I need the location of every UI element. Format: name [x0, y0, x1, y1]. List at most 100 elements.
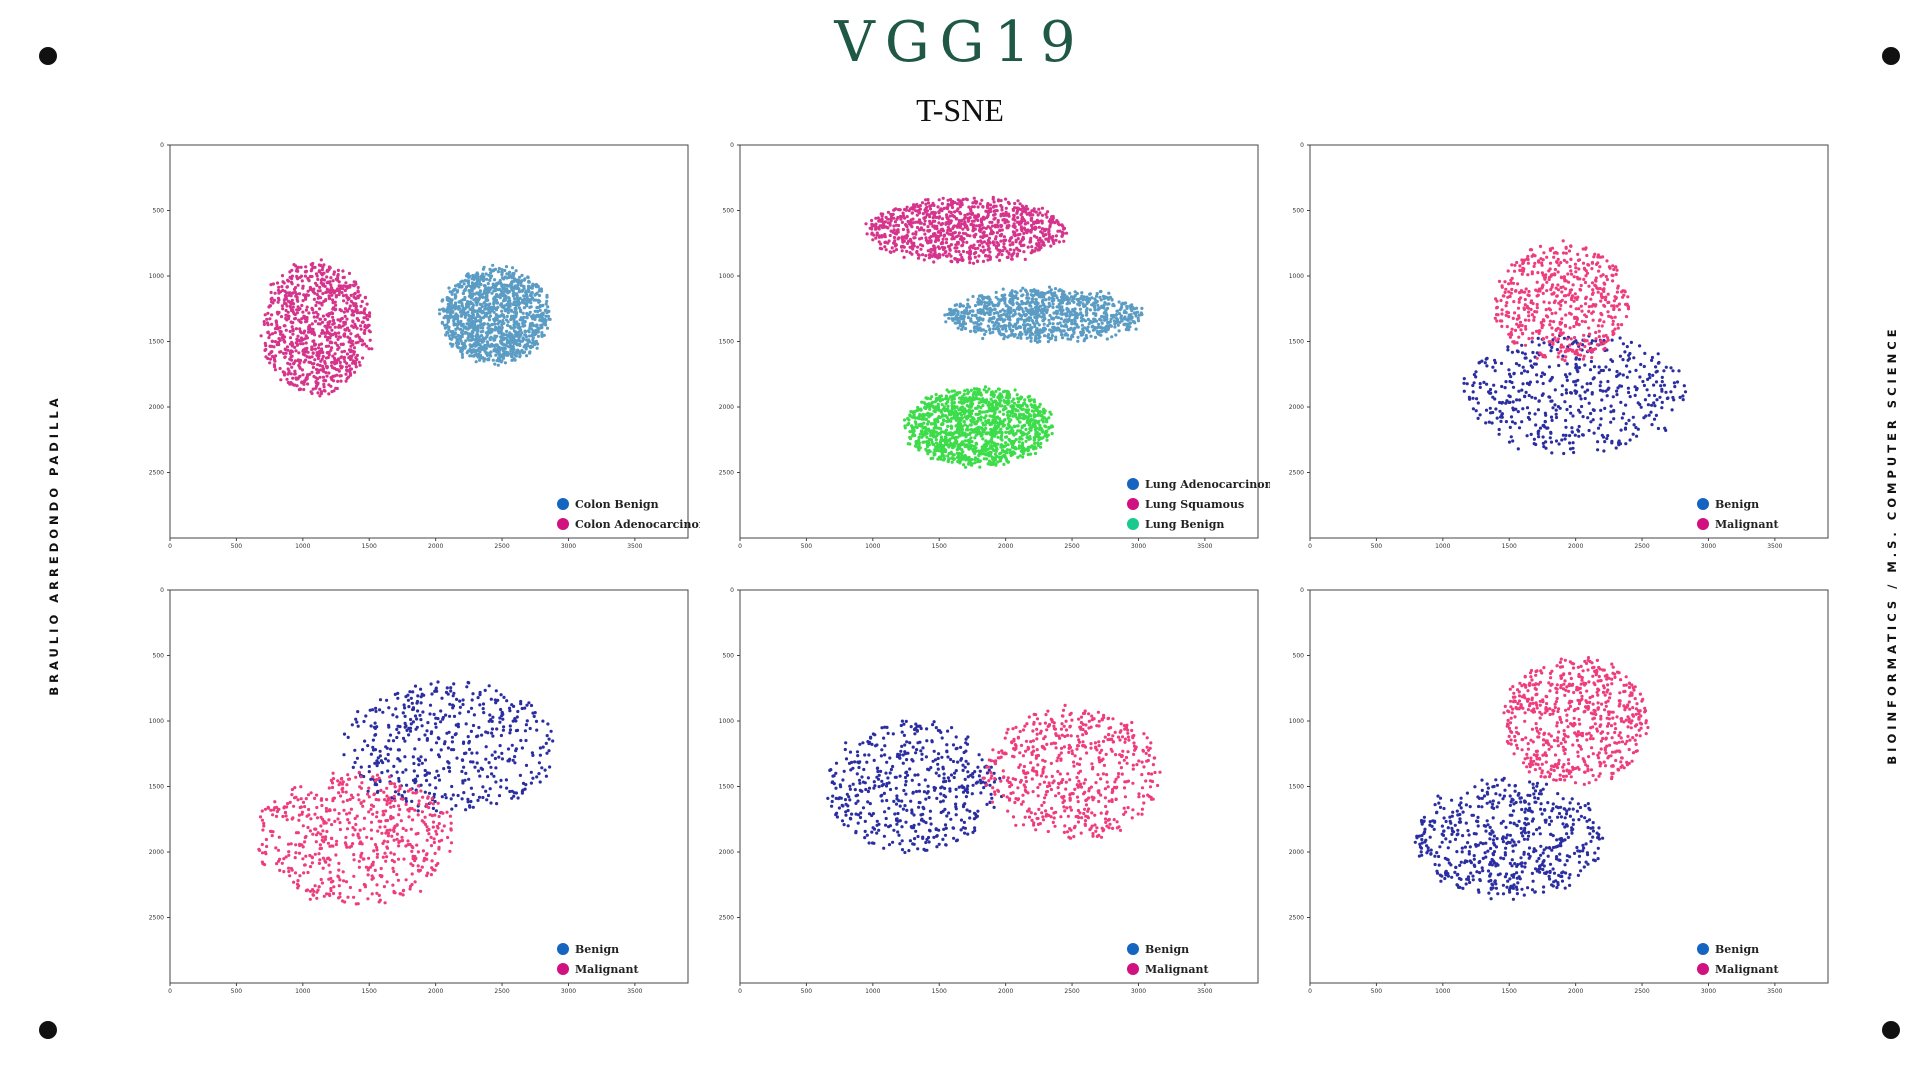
data-point-0 [531, 323, 535, 327]
data-point-0 [511, 292, 515, 296]
data-point-2 [925, 435, 929, 439]
data-point-1 [902, 255, 906, 259]
data-point-0 [1048, 313, 1052, 318]
data-point-2 [952, 453, 956, 457]
data-point-1 [906, 239, 911, 243]
data-point-1 [944, 222, 948, 226]
data-point-0 [447, 305, 451, 309]
data-point-1 [289, 381, 293, 385]
data-point-1 [276, 300, 280, 304]
data-point-0 [504, 350, 508, 354]
data-point-1 [307, 278, 311, 282]
data-point-2 [1023, 398, 1027, 402]
data-point-1 [353, 291, 357, 295]
data-point-1 [1007, 224, 1011, 228]
data-point-1 [345, 301, 349, 305]
data-point-1 [1022, 250, 1026, 254]
data-point-0 [1099, 325, 1103, 329]
data-point-1 [874, 236, 878, 240]
data-point-1 [954, 217, 958, 221]
data-point-1 [358, 311, 362, 315]
data-point-0 [478, 282, 482, 286]
data-point-2 [1021, 441, 1025, 445]
data-point-1 [901, 214, 906, 218]
data-point-0 [968, 309, 972, 313]
data-point-1 [325, 351, 329, 355]
data-point-2 [971, 393, 975, 397]
data-point-1 [329, 333, 333, 337]
data-point-0 [497, 288, 502, 292]
data-point-0 [481, 272, 485, 276]
data-point-0 [1056, 326, 1060, 330]
data-point-1 [365, 344, 369, 348]
data-point-1 [284, 351, 288, 355]
y-tick-label: 2500 [719, 470, 734, 477]
data-point-0 [470, 330, 474, 334]
data-point-0 [1001, 287, 1005, 291]
data-point-1 [893, 244, 897, 248]
data-point-1 [298, 374, 302, 378]
data-point-2 [984, 419, 988, 423]
data-point-0 [521, 311, 525, 315]
data-point-1 [1054, 234, 1058, 238]
data-point-1 [361, 356, 365, 360]
data-point-0 [1079, 311, 1083, 315]
data-point-1 [881, 220, 885, 225]
data-point-1 [905, 234, 909, 238]
data-point-1 [936, 256, 940, 260]
data-point-0 [443, 326, 447, 330]
data-point-0 [446, 320, 450, 324]
data-point-1 [925, 209, 929, 213]
data-point-0 [450, 337, 454, 341]
data-point-0 [1051, 305, 1055, 309]
data-point-0 [443, 314, 447, 318]
data-point-0 [505, 353, 509, 357]
data-point-0 [1054, 294, 1058, 298]
data-point-1 [323, 360, 327, 364]
data-point-2 [1000, 431, 1004, 435]
data-point-1 [288, 275, 292, 279]
data-point-0 [1027, 316, 1031, 320]
data-point-0 [1000, 297, 1004, 302]
data-point-0 [499, 330, 503, 334]
data-point-1 [922, 258, 926, 262]
data-point-0 [1113, 325, 1117, 329]
data-point-0 [983, 303, 987, 308]
data-point-0 [1015, 301, 1019, 305]
data-point-0 [476, 348, 480, 352]
data-point-1 [290, 365, 294, 369]
data-point-1 [940, 217, 945, 221]
data-point-1 [933, 249, 937, 253]
data-point-1 [1029, 236, 1033, 240]
data-point-1 [986, 215, 990, 219]
data-point-0 [510, 266, 515, 270]
data-point-0 [1034, 310, 1038, 314]
data-point-0 [1048, 337, 1052, 341]
data-point-0 [478, 293, 483, 297]
data-point-0 [1011, 296, 1015, 301]
data-point-0 [530, 284, 534, 288]
data-point-2 [941, 398, 945, 402]
data-point-1 [330, 328, 334, 332]
data-point-0 [1107, 302, 1111, 306]
data-point-1 [1029, 251, 1033, 255]
data-point-1 [1016, 216, 1020, 220]
data-point-2 [924, 413, 928, 417]
data-point-0 [453, 296, 457, 300]
page-subtitle: T-SNE [916, 92, 1004, 128]
data-point-1 [961, 240, 965, 244]
data-point-1 [326, 355, 330, 360]
data-point-0 [981, 336, 985, 341]
data-point-1 [272, 298, 277, 302]
data-point-0 [966, 298, 970, 302]
data-point-1 [941, 229, 945, 233]
data-point-1 [318, 317, 322, 321]
data-point-1 [925, 205, 929, 209]
data-point-1 [948, 244, 952, 248]
data-point-1 [288, 357, 292, 361]
data-point-1 [284, 348, 288, 352]
data-point-0 [993, 307, 997, 311]
data-point-1 [293, 290, 297, 294]
data-point-1 [349, 367, 353, 371]
data-point-1 [1029, 218, 1033, 222]
